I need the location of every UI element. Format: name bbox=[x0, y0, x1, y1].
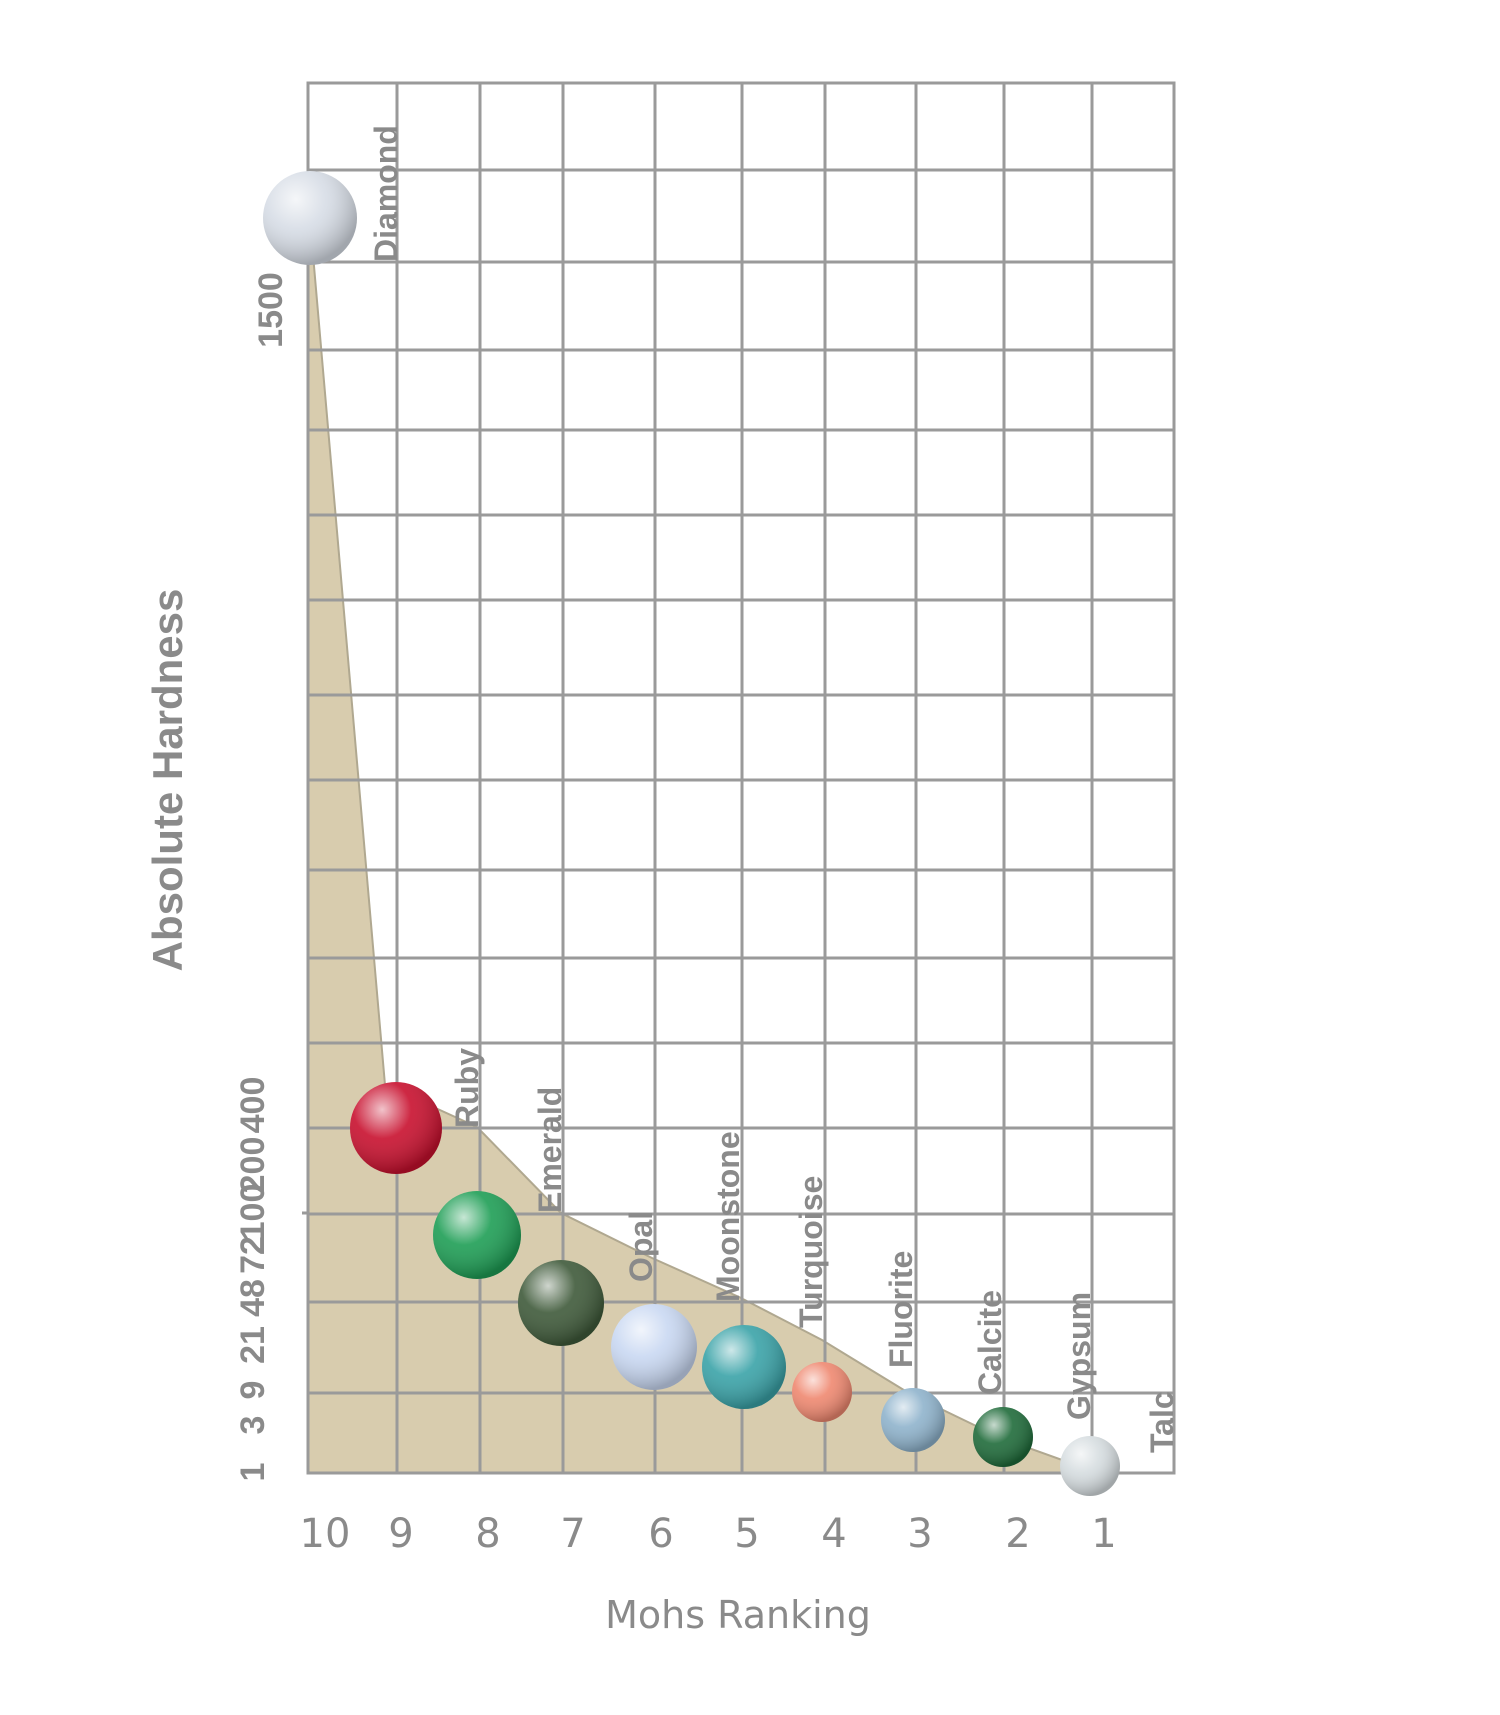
y-axis-title: Absolute Hardness bbox=[144, 589, 191, 972]
plot-frame bbox=[306, 81, 1176, 1475]
gem-label: Moonstone bbox=[710, 1131, 746, 1302]
y-tick-label: 3 bbox=[234, 1416, 272, 1435]
gem-label: Talc bbox=[1144, 1391, 1180, 1453]
gem-label: Ruby bbox=[449, 1048, 485, 1128]
y-tick-label: 48 bbox=[234, 1279, 272, 1317]
x-tick-label: 2 bbox=[1005, 1511, 1030, 1557]
y-tick-label: 9 bbox=[234, 1381, 272, 1400]
x-tick-label: 10 bbox=[300, 1511, 351, 1557]
y-tick-label: 400 bbox=[234, 1077, 272, 1134]
gem-shine bbox=[518, 1260, 604, 1346]
grid bbox=[302, 83, 1174, 1473]
gem-label: Gypsum bbox=[1061, 1292, 1097, 1420]
x-tick-label: 4 bbox=[821, 1511, 846, 1557]
gem-shine bbox=[1060, 1436, 1120, 1496]
gem-shine bbox=[702, 1325, 786, 1409]
gem-shine bbox=[973, 1407, 1033, 1467]
x-tick-label: 8 bbox=[475, 1511, 500, 1557]
gem-label: Diamond bbox=[368, 125, 404, 262]
x-tick-label: 3 bbox=[907, 1511, 932, 1557]
y-tick-label: 100 bbox=[234, 1184, 272, 1241]
gem-label: Fluorite bbox=[883, 1251, 919, 1368]
gem-label: Opal bbox=[623, 1211, 659, 1282]
gem-shine bbox=[433, 1191, 521, 1279]
gem-label: Emerald bbox=[532, 1087, 568, 1213]
gem-shine bbox=[792, 1362, 852, 1422]
x-tick-label: 5 bbox=[734, 1511, 759, 1557]
gem-label: Calcite bbox=[972, 1290, 1008, 1395]
x-axis-title: Mohs Ranking bbox=[605, 1593, 871, 1637]
hardness-area bbox=[307, 219, 1091, 1474]
x-tick-label: 7 bbox=[560, 1511, 585, 1557]
gem-shine bbox=[350, 1082, 442, 1174]
y-tick-label: 21 bbox=[234, 1326, 272, 1364]
y-tick-label: 1 bbox=[234, 1463, 272, 1482]
gem-label: Turquoise bbox=[793, 1176, 829, 1328]
gem-shine bbox=[881, 1388, 945, 1452]
gem-shine bbox=[611, 1304, 697, 1390]
y-tick-label: 200 bbox=[234, 1137, 272, 1194]
x-tick-label: 1 bbox=[1091, 1511, 1116, 1557]
y-tick-label: 1500 bbox=[252, 272, 290, 348]
x-tick-label: 9 bbox=[388, 1511, 413, 1557]
x-tick-label: 6 bbox=[648, 1511, 673, 1557]
y-tick-label: 72 bbox=[234, 1236, 272, 1274]
gem-shine bbox=[263, 171, 357, 265]
